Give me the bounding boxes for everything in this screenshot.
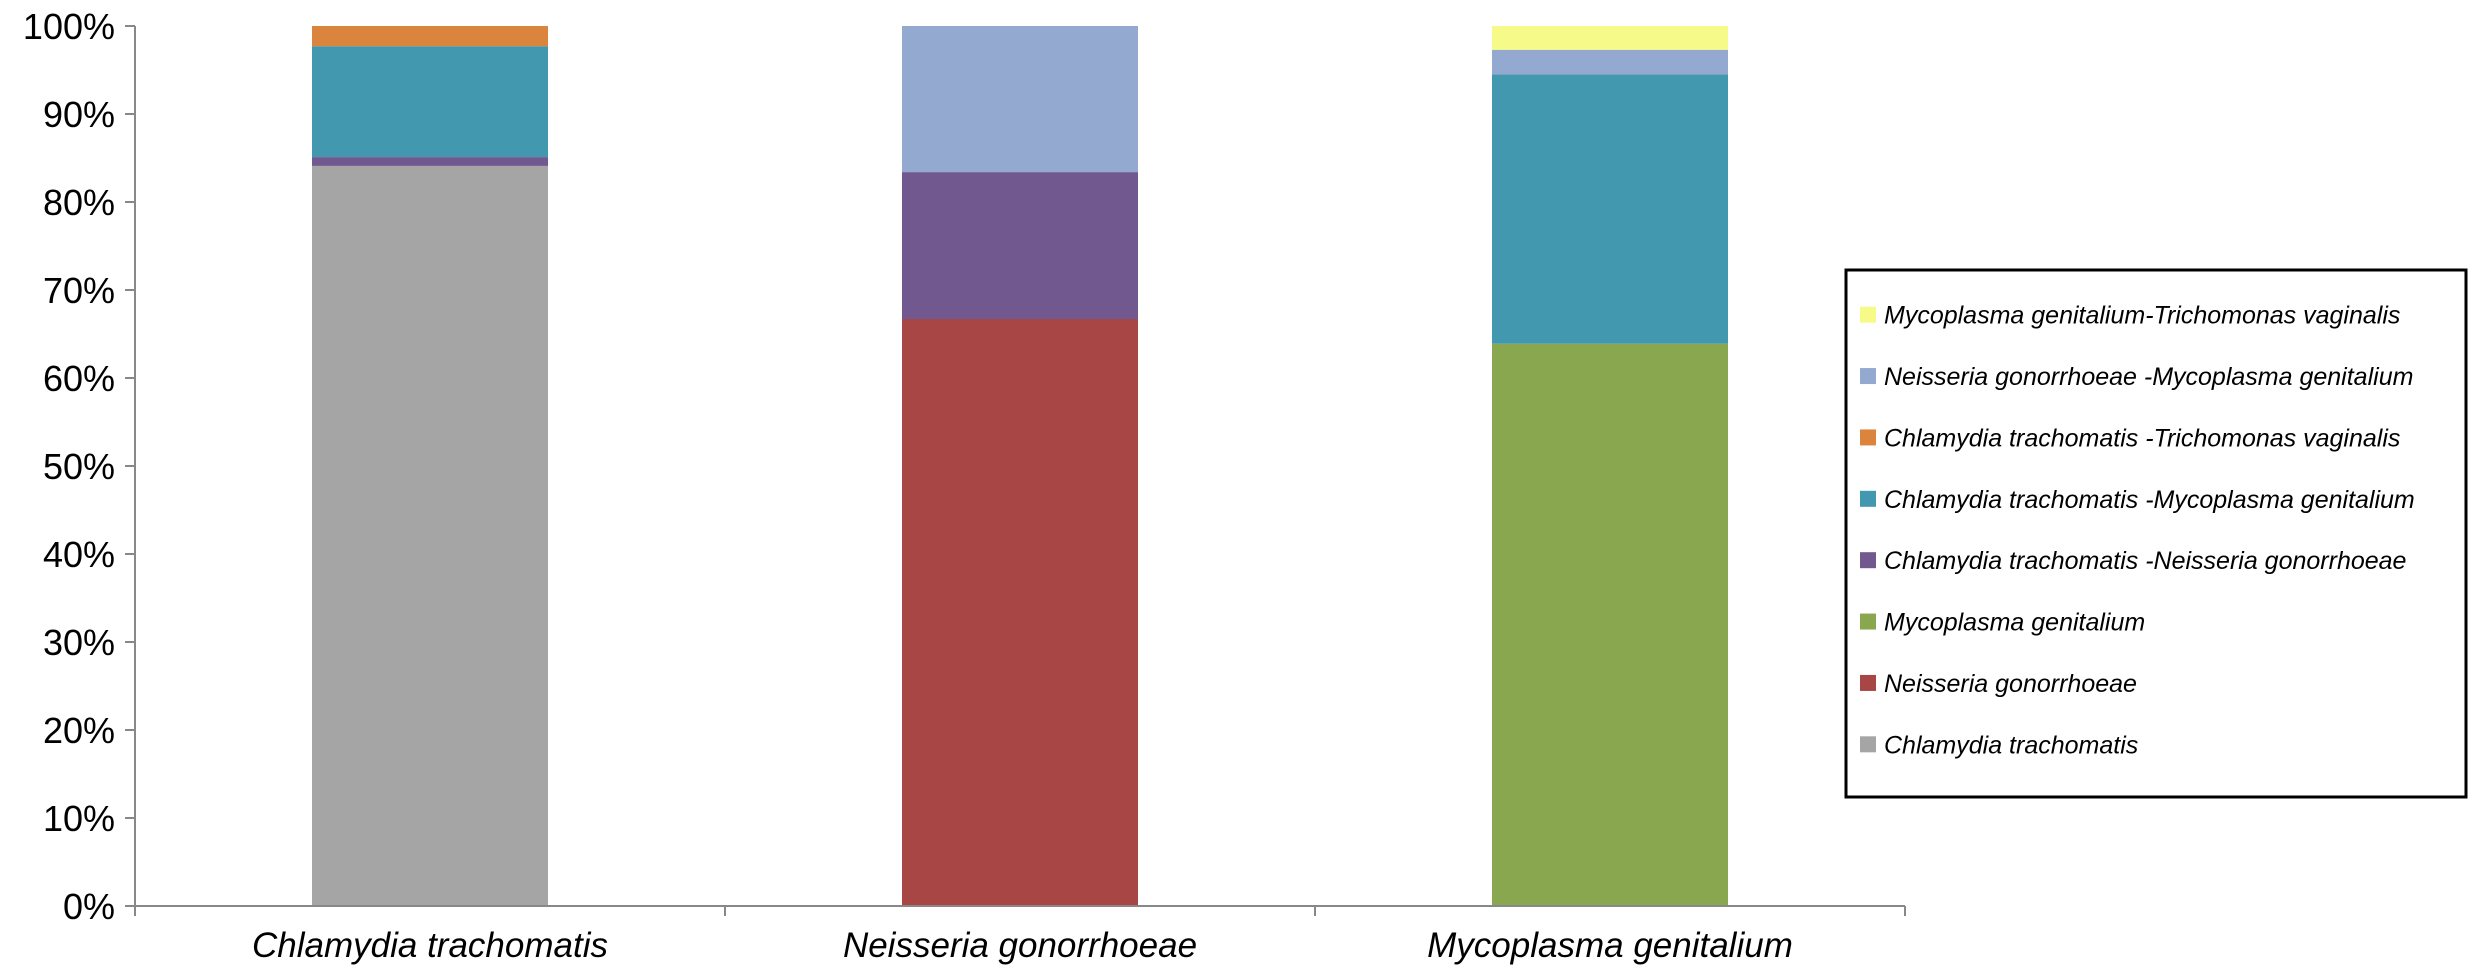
bar-segment-1-4: [312, 157, 548, 166]
bar-segment-2-7: [902, 26, 1138, 173]
y-tick-label: 10%: [43, 798, 115, 839]
legend-label: Chlamydia trachomatis -Trichomonas vagin…: [1884, 424, 2400, 452]
y-tick-label: 60%: [43, 358, 115, 399]
legend-swatch: [1860, 736, 1876, 753]
bar-segment-2-2: [902, 319, 1138, 906]
y-tick-label: 30%: [43, 622, 115, 663]
axes-group: 0% 10% 20% 30% 40% 50% 60% 70% 80% 90% 100% Chlamyd…: [23, 6, 1906, 965]
legend-swatch: [1860, 552, 1876, 569]
legend-swatch: [1860, 368, 1876, 385]
y-tick-label: 100%: [23, 6, 115, 47]
legend-swatch: [1860, 429, 1876, 446]
legend: Mycoplasma genitalium-Trichomonas vagina…: [1844, 268, 2468, 799]
legend-label: Chlamydia trachomatis: [1884, 731, 2138, 759]
bars-group: [312, 26, 1728, 906]
legend-label: Mycoplasma genitalium: [1884, 609, 2145, 637]
legend-swatch: [1860, 613, 1876, 630]
bar-segment-2-4: [902, 172, 1138, 320]
legend-swatch: [1860, 674, 1876, 691]
legend-swatch: [1860, 306, 1876, 323]
bar-segment-3-7: [1492, 49, 1728, 75]
legend-label: Neisseria gonorrhoeae -Mycoplasma genita…: [1884, 363, 2413, 391]
bar-segment-1-6: [312, 26, 548, 47]
bar-segment-3-5: [1492, 74, 1728, 344]
x-category-label: Mycoplasma genitalium: [1427, 926, 1793, 965]
bar-segment-3-3: [1492, 343, 1728, 906]
y-tick-label: 70%: [43, 270, 115, 311]
x-category-label: Chlamydia trachomatis: [252, 926, 608, 965]
y-tick-label: 40%: [43, 534, 115, 575]
legend-label: Mycoplasma genitalium-Trichomonas vagina…: [1884, 302, 2400, 330]
y-tick-label: 20%: [43, 710, 115, 751]
legend-label: Neisseria gonorrhoeae: [1884, 670, 2137, 698]
legend-swatch: [1860, 490, 1876, 507]
bar-segment-3-8: [1492, 26, 1728, 50]
y-tick-label: 90%: [43, 94, 115, 135]
x-category-label: Neisseria gonorrhoeae: [843, 926, 1197, 965]
legend-label: Chlamydia trachomatis -Mycoplasma genita…: [1884, 486, 2415, 514]
legend-box: [1844, 268, 2468, 799]
bar-segment-1-5: [312, 46, 548, 158]
y-tick-label: 50%: [43, 446, 115, 487]
y-tick-label: 0%: [63, 886, 115, 927]
legend-label: Chlamydia trachomatis -Neisseria gonorrh…: [1884, 547, 2406, 575]
y-tick-label: 80%: [43, 182, 115, 223]
bar-segment-1-1: [312, 165, 548, 906]
